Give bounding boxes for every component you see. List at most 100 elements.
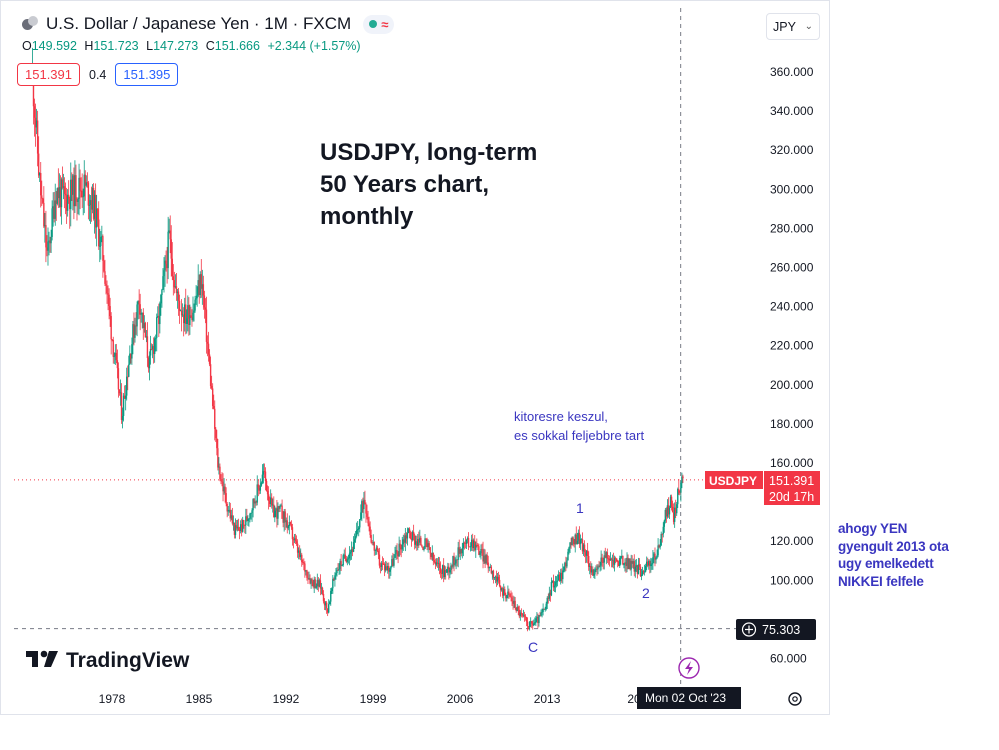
candle-body [411, 531, 414, 540]
candle-body [277, 506, 279, 519]
candle-body [459, 549, 461, 554]
candle-body [334, 575, 336, 580]
candle-body [247, 518, 249, 521]
candle-body [667, 505, 670, 515]
candle-body [102, 236, 104, 261]
x-tick-label: 1978 [99, 692, 126, 706]
candle-body [415, 541, 417, 545]
candle-body [465, 539, 468, 544]
candle-body [418, 539, 420, 543]
candle-body [403, 539, 406, 543]
candle-body [302, 562, 304, 563]
candle-body [321, 587, 324, 594]
candle-body [219, 466, 221, 480]
candle-body [221, 480, 223, 482]
candle-body [331, 588, 333, 592]
candle-body [297, 550, 300, 553]
candle-body [434, 561, 437, 565]
buy-button[interactable]: 151.395 [115, 63, 179, 86]
candle-body [104, 271, 106, 284]
candle-body [445, 570, 447, 573]
candle-body [602, 562, 604, 563]
candle-body [603, 555, 605, 563]
candle-body [249, 513, 251, 519]
candle-body [450, 565, 452, 570]
candle-body [485, 555, 487, 564]
candle-body [320, 587, 323, 589]
candle-body [529, 621, 532, 623]
candle-body [132, 324, 134, 345]
settings-icon[interactable] [788, 692, 802, 706]
candle-body [51, 208, 53, 237]
candle-body [427, 543, 429, 548]
candle-body [356, 529, 359, 531]
y-tick-label: 300.000 [770, 182, 814, 196]
candle-body [365, 504, 367, 514]
x-tick-label: 2013 [534, 692, 561, 706]
candle-body [539, 615, 541, 616]
candle-body [523, 614, 526, 617]
candle-body [636, 565, 639, 574]
candle-body [493, 577, 496, 579]
candle-body [84, 174, 86, 186]
candle-body [273, 504, 275, 518]
candle-body [79, 177, 81, 191]
candle-body [162, 276, 164, 290]
y-tick-label: 120.000 [770, 534, 814, 548]
market-open-icon[interactable]: ≈ [363, 14, 395, 34]
candle-body [676, 504, 678, 514]
candle-body [370, 534, 372, 543]
currency-select[interactable]: JPY ⌄ [766, 13, 820, 40]
candle-body [89, 200, 92, 206]
candle-body [220, 479, 222, 481]
plus-circle-icon[interactable] [741, 622, 757, 637]
symbol-logo-icon [22, 16, 38, 32]
candle-body [134, 325, 136, 338]
chart-frame [0, 0, 830, 715]
candle-body [153, 338, 156, 355]
candle-body [474, 540, 476, 551]
candle-body [185, 304, 187, 324]
candle-body [340, 561, 342, 566]
candle-body [431, 552, 433, 558]
candle-body [500, 587, 503, 591]
candle-body [637, 564, 640, 574]
candle-body [621, 555, 623, 557]
candle-body [71, 179, 73, 195]
y-tick-label: 160.000 [770, 456, 814, 470]
candle-body [629, 558, 631, 570]
candle-body [62, 186, 65, 188]
candle-body [510, 596, 512, 598]
countdown-label: 20d 17h [769, 490, 814, 504]
candle-body [587, 556, 590, 567]
candle-body [339, 561, 341, 569]
candle-body [600, 557, 602, 566]
candle-body [455, 559, 457, 564]
crosshair-price-label[interactable]: 75.303 [736, 619, 816, 640]
candle-body [680, 483, 682, 493]
candle-body [159, 303, 161, 325]
candle-body [208, 354, 211, 365]
candle-body [325, 602, 328, 609]
candle-body [508, 591, 510, 594]
lightning-icon[interactable] [678, 657, 700, 679]
candle-body [209, 364, 212, 386]
candle-body [408, 528, 411, 533]
candle-body [494, 576, 497, 578]
candle-body [558, 574, 561, 582]
candle-body [110, 316, 112, 340]
symbol-title[interactable]: U.S. Dollar / Japanese Yen · 1M · FXCM [46, 14, 352, 33]
x-tick-label: 1985 [186, 692, 213, 706]
candle-body [627, 557, 629, 569]
candle-body [563, 566, 565, 571]
candle-body [100, 236, 102, 246]
candle-body [382, 564, 385, 565]
candle-body [545, 603, 547, 610]
candle-body [229, 509, 231, 519]
sell-button[interactable]: 151.391 [17, 63, 80, 86]
candle-body [634, 566, 637, 572]
candle-body [595, 568, 597, 570]
candle-body [226, 503, 228, 512]
candle-body [579, 539, 582, 545]
